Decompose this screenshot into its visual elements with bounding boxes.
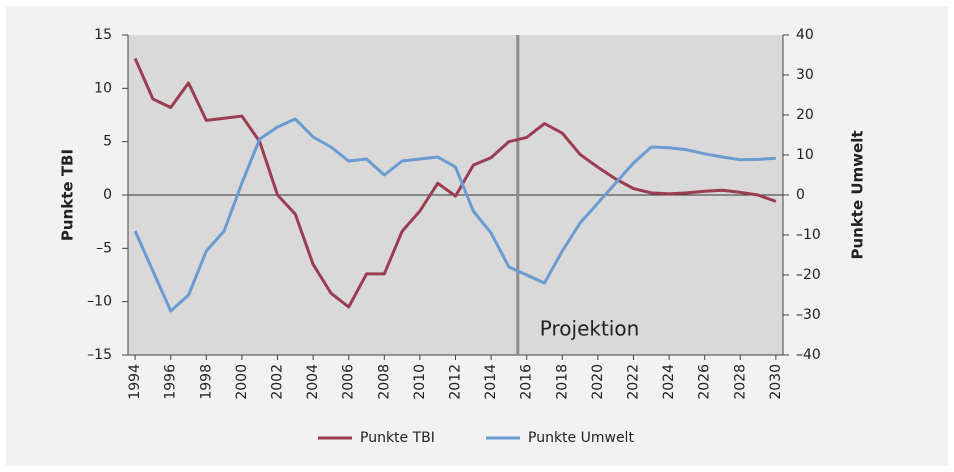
y-tick-label: 15 — [94, 27, 112, 43]
y2-tick-label: –30 — [796, 307, 821, 323]
y2-tick-label: 40 — [796, 27, 814, 43]
y2-axis-title: Punkte Umwelt — [849, 130, 867, 259]
y2-tick-label: 20 — [796, 107, 814, 123]
x-tick-label: 1996 — [163, 364, 179, 400]
x-tick-label: 2020 — [590, 364, 606, 400]
x-tick-label: 2028 — [732, 364, 748, 400]
legend-label: Punkte Umwelt — [528, 430, 634, 446]
x-tick-label: 2002 — [270, 364, 286, 400]
x-tick-label: 2006 — [341, 364, 357, 400]
x-tick-label: 1994 — [127, 364, 143, 400]
x-tick-label: 2014 — [483, 364, 499, 400]
legend-label: Punkte TBI — [360, 430, 435, 446]
y-tick-label: 10 — [94, 80, 112, 96]
x-tick-label: 2022 — [625, 364, 641, 400]
x-tick-label: 2018 — [554, 364, 570, 400]
series-line — [133, 117, 776, 313]
y-tick-label: 0 — [103, 187, 112, 203]
x-tick-label: 2008 — [376, 364, 392, 400]
y-tick-label: –15 — [87, 347, 112, 363]
y-tick-label: –10 — [87, 294, 112, 310]
y2-tick-label: –10 — [796, 227, 821, 243]
y2-tick-label: –20 — [796, 267, 821, 283]
x-tick-label: 2026 — [697, 364, 713, 400]
x-tick-label: 2030 — [768, 364, 784, 400]
x-tick-label: 1998 — [198, 364, 214, 400]
x-tick-label: 2004 — [305, 364, 321, 400]
series-line — [133, 57, 777, 309]
y-tick-label: 5 — [103, 134, 112, 150]
x-tick-label: 2016 — [519, 364, 535, 400]
y2-tick-label: –40 — [796, 347, 821, 363]
y2-tick-label: 10 — [796, 147, 814, 163]
y-axis-title: Punkte TBI — [59, 149, 77, 241]
x-tick-label: 2024 — [661, 364, 677, 400]
x-tick-label: 2010 — [412, 364, 428, 400]
y2-tick-label: 0 — [796, 187, 805, 203]
y2-tick-label: 30 — [796, 67, 814, 83]
x-tick-label: 2000 — [234, 364, 250, 400]
y-tick-label: –5 — [96, 240, 112, 256]
projection-label: Projektion — [540, 317, 639, 341]
x-tick-label: 2012 — [448, 364, 464, 400]
